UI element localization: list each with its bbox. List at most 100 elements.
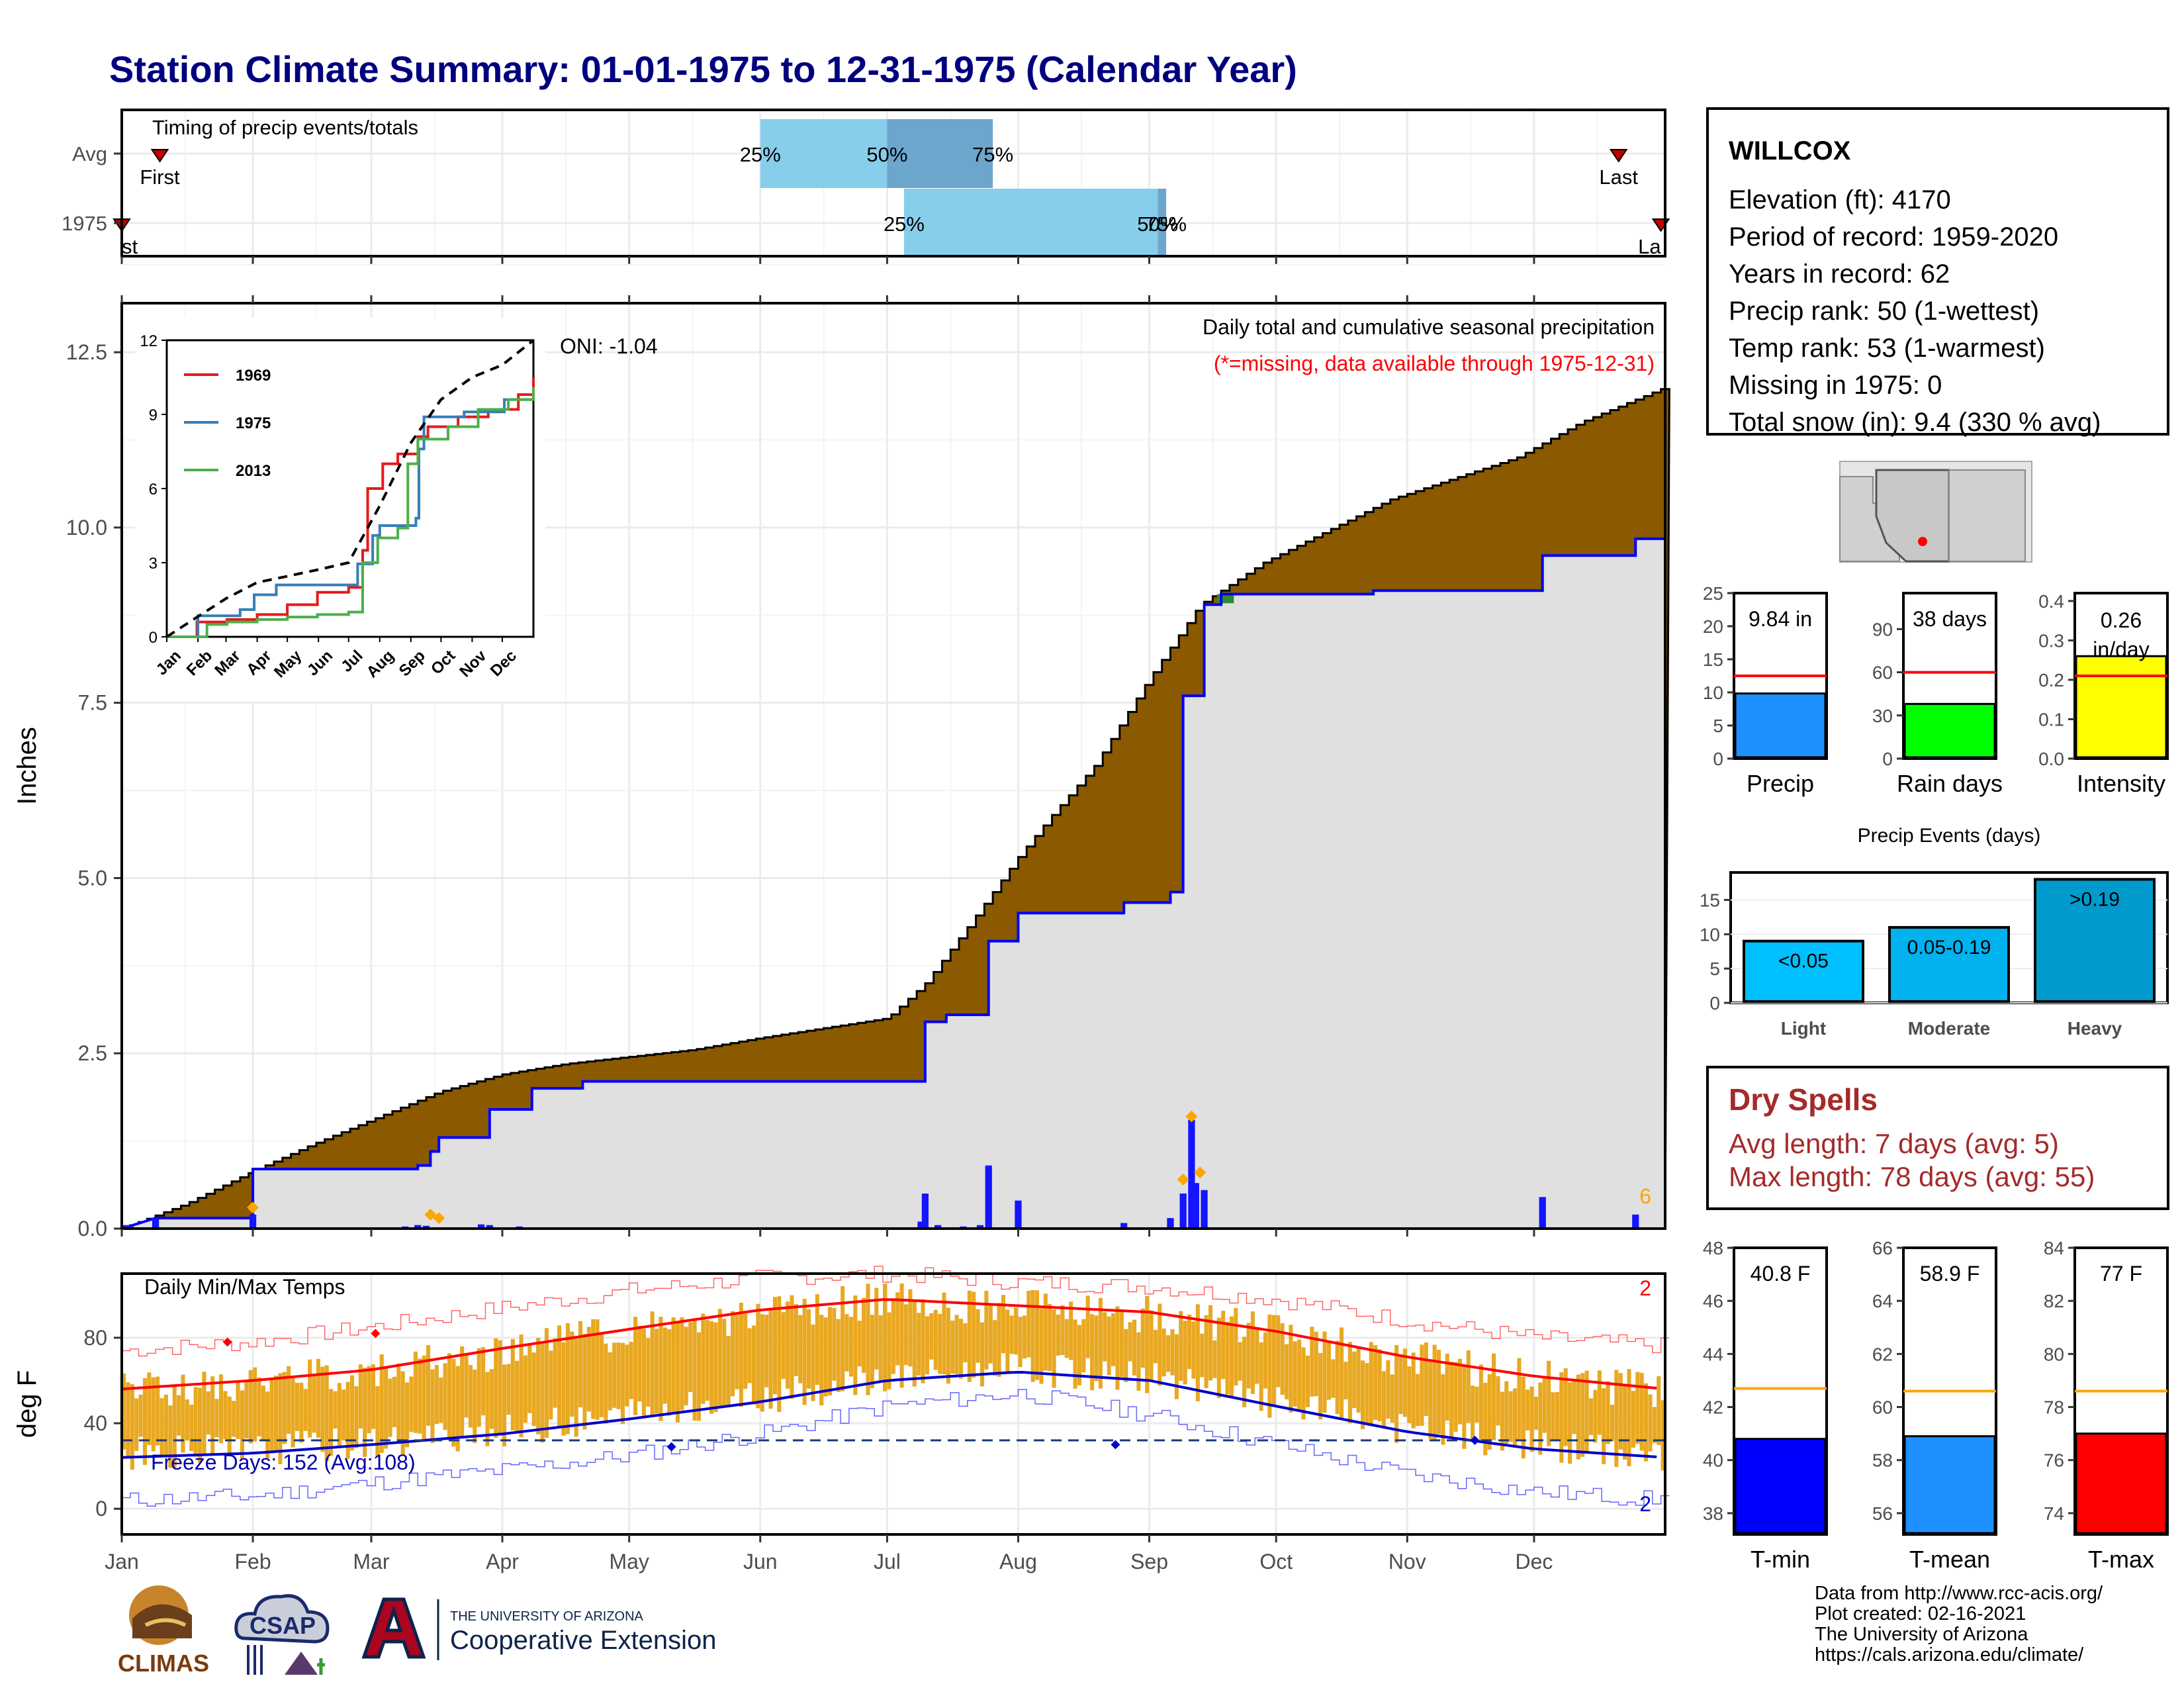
temp-daily-bar bbox=[1166, 1335, 1171, 1372]
station-info-panel: WILLCOX Elevation (ft): 4170 Period of r… bbox=[1706, 107, 2169, 437]
temp-daily-bar bbox=[841, 1286, 845, 1391]
temp-daily-bar bbox=[261, 1385, 265, 1440]
temp-daily-bar bbox=[363, 1368, 367, 1458]
station-precip-rank: Precip rank: 50 (1-wettest) bbox=[1729, 297, 2040, 326]
temp-daily-bar bbox=[1563, 1368, 1568, 1446]
temp-daily-bar bbox=[498, 1340, 502, 1435]
temp-tmean-y-tick-label: 58 bbox=[1872, 1450, 1893, 1471]
temp-avg-max-line bbox=[121, 1298, 1657, 1391]
temp-daily-bar bbox=[236, 1380, 240, 1440]
temp-daily-bar bbox=[811, 1324, 815, 1401]
precip-daily-bar bbox=[1192, 1183, 1199, 1229]
temp-daily-bar bbox=[984, 1290, 989, 1370]
temp-daily-bar bbox=[413, 1351, 418, 1433]
month-axis-label: Jan bbox=[105, 1550, 139, 1573]
month-axis-label: Aug bbox=[999, 1550, 1037, 1573]
temp-freeze-label: Freeze Days: 152 (Avg:108) bbox=[151, 1450, 416, 1474]
temp-daily-bar bbox=[1445, 1354, 1449, 1421]
events-y-tick-label: 5 bbox=[1709, 959, 1720, 979]
temp-daily-bar bbox=[1597, 1370, 1602, 1435]
temp-daily-bar bbox=[1416, 1374, 1420, 1427]
temp-daily-bar bbox=[1466, 1350, 1471, 1423]
precip-y-tick-label: 10.0 bbox=[66, 516, 107, 539]
temp-daily-bar bbox=[527, 1344, 532, 1413]
events-bar-label: >0.19 bbox=[2070, 888, 2120, 910]
timing-label-25: 25% bbox=[740, 143, 781, 166]
temp-daily-bar bbox=[1644, 1383, 1649, 1462]
temp-daily-bar bbox=[903, 1304, 909, 1366]
temp-daily-bar bbox=[848, 1317, 853, 1377]
timing-label-75: 75% bbox=[972, 143, 1013, 166]
temp-daily-bar bbox=[151, 1377, 156, 1452]
temp-daily-bar bbox=[329, 1389, 334, 1456]
temp-daily-bar bbox=[147, 1372, 152, 1445]
inset-legend-label: 1969 bbox=[236, 367, 271, 385]
temp-daily-bar bbox=[1187, 1314, 1192, 1370]
events-y-tick-label: 10 bbox=[1700, 924, 1720, 945]
temp-daily-bar bbox=[1602, 1388, 1606, 1464]
temp-daily-bar bbox=[477, 1348, 481, 1427]
temp-tmax-y-tick-label: 84 bbox=[2044, 1238, 2064, 1258]
temp-daily-bar bbox=[198, 1387, 203, 1463]
temp-daily-bar bbox=[409, 1376, 414, 1432]
events-category-label: Heavy bbox=[2068, 1018, 2122, 1039]
precip-subtitle: (*=missing, data available through 1975-… bbox=[1214, 352, 1655, 375]
temp-daily-bar bbox=[418, 1358, 422, 1434]
month-axis-label: Dec bbox=[1515, 1550, 1553, 1573]
temp-y-tick-label: 40 bbox=[83, 1411, 107, 1435]
temp-daily-bar bbox=[358, 1364, 363, 1429]
precip-daily-bar bbox=[985, 1165, 992, 1229]
temp-daily-bar bbox=[396, 1363, 401, 1442]
temp-daily-bar bbox=[531, 1352, 536, 1427]
precip-event-marker bbox=[1185, 1110, 1198, 1123]
temp-daily-bar bbox=[202, 1372, 206, 1456]
temp-daily-bar bbox=[1149, 1310, 1154, 1381]
temp-daily-bar bbox=[1310, 1327, 1314, 1397]
intensity-y-tick-label: 0.0 bbox=[2038, 749, 2064, 769]
temp-daily-bar bbox=[1347, 1342, 1352, 1424]
temp-count-top: 2 bbox=[1639, 1276, 1651, 1300]
temp-daily-bar bbox=[1517, 1358, 1522, 1440]
temp-daily-bar bbox=[1212, 1340, 1217, 1378]
month-axis-label: Nov bbox=[1388, 1550, 1426, 1573]
events-y-tick-label: 0 bbox=[1709, 993, 1720, 1013]
temp-daily-bar bbox=[1090, 1314, 1095, 1391]
temp-daily-bar bbox=[303, 1389, 308, 1431]
temp-tmax-name-label: T-max bbox=[2088, 1546, 2154, 1573]
temp-daily-bar bbox=[692, 1318, 697, 1421]
temp-daily-bar bbox=[1048, 1303, 1052, 1372]
temp-daily-bar bbox=[731, 1311, 735, 1397]
temp-daily-bar bbox=[473, 1370, 477, 1443]
temp-daily-bar bbox=[1094, 1315, 1099, 1382]
temp-daily-bar bbox=[1386, 1360, 1390, 1419]
timing-panel-border bbox=[120, 109, 1666, 258]
temp-tmax-y-tick-label: 78 bbox=[2044, 1397, 2064, 1418]
temp-daily-bar bbox=[1631, 1391, 1635, 1448]
temp-daily-bar bbox=[807, 1309, 811, 1389]
temp-daily-bar bbox=[713, 1322, 718, 1413]
timing-last-label: Last bbox=[1599, 165, 1638, 189]
station-missing: Missing in 1975: 0 bbox=[1729, 371, 1942, 400]
precip-event-marker bbox=[424, 1208, 437, 1221]
inset-series-avg-line bbox=[165, 339, 535, 638]
temp-daily-bar bbox=[1022, 1315, 1026, 1359]
timing-label-75: 75% bbox=[1146, 212, 1187, 236]
precip-daily-bar bbox=[917, 1221, 925, 1229]
temp-daily-bar bbox=[1043, 1293, 1048, 1371]
temp-daily-bar bbox=[967, 1290, 972, 1382]
temp-daily-bar bbox=[684, 1327, 688, 1406]
temp-daily-bar bbox=[206, 1391, 210, 1435]
temp-daily-bar bbox=[1060, 1305, 1065, 1356]
temp-daily-bar bbox=[768, 1307, 773, 1409]
temp-daily-bar bbox=[764, 1315, 769, 1387]
inset-series-2013-line bbox=[167, 387, 535, 638]
temp-daily-bar bbox=[248, 1370, 253, 1444]
temp-daily-bar bbox=[717, 1309, 722, 1408]
temp-daily-bar bbox=[544, 1328, 549, 1438]
temp-daily-bar bbox=[312, 1374, 316, 1433]
temp-daily-bar bbox=[578, 1321, 583, 1408]
rain-days-bar bbox=[1903, 702, 1996, 759]
inset-y-tick-label: 12 bbox=[140, 332, 158, 350]
temp-tmean-y-tick-label: 64 bbox=[1872, 1291, 1893, 1311]
events-bar bbox=[1888, 925, 2010, 1004]
